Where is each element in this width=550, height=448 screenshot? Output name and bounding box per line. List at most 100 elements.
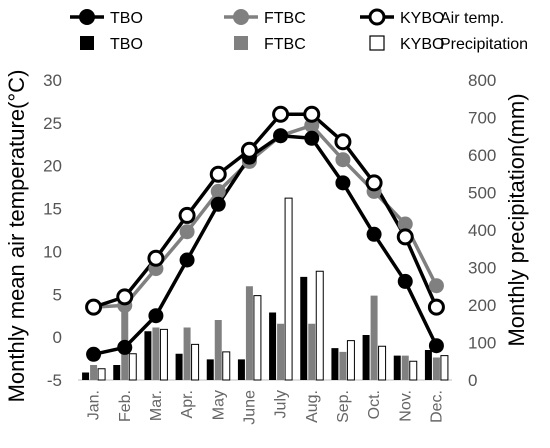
left-tick-label: 15 [43, 200, 62, 219]
precip-bar-ftbc [308, 323, 316, 380]
precipitation-bars [82, 197, 449, 381]
legend-label: KYBO [400, 36, 444, 53]
legend-label: KYBO [400, 10, 444, 27]
precip-bar-tbo [269, 312, 277, 380]
legend-row-label: Precipitation [440, 36, 528, 53]
legend-label: TBO [110, 36, 143, 53]
temp-marker-kybo [272, 105, 290, 123]
left-tick-label: 20 [43, 157, 62, 176]
temp-marker-kybo [209, 165, 227, 183]
temp-marker-tbo [304, 130, 320, 146]
axes: -50510152025300100200300400500600700800J… [43, 71, 496, 425]
precip-bar-ftbc [214, 320, 222, 380]
x-tick-label: July [273, 390, 290, 418]
temp-marker-ftbc [179, 224, 195, 240]
temp-marker-tbo [428, 338, 444, 354]
legend-marker-kybo [368, 8, 386, 26]
right-axis-title: Monthly precipitation(mm) [504, 93, 529, 346]
temp-marker-ftbc [428, 278, 444, 294]
precip-bar-kybo [128, 353, 137, 381]
precip-bar-ftbc [339, 351, 347, 380]
precip-bar-tbo [424, 350, 432, 380]
precip-bar-tbo [331, 348, 339, 380]
temp-marker-kybo [303, 105, 321, 123]
precip-bar-kybo [191, 343, 200, 381]
temp-line-ftbc [93, 123, 438, 309]
legend-row-label: Air temp. [440, 10, 504, 27]
temp-marker-tbo [148, 308, 164, 324]
x-tick-label: Feb. [117, 390, 134, 422]
temp-marker-kybo [427, 298, 445, 316]
right-tick-label: 700 [468, 109, 496, 128]
precip-bar-ftbc [90, 365, 98, 380]
right-tick-label: 600 [468, 146, 496, 165]
temp-marker-tbo [335, 175, 351, 191]
left-tick-label: 10 [43, 242, 62, 261]
temp-marker-tbo [397, 273, 413, 289]
legend-label: TBO [110, 10, 143, 27]
temp-marker-ftbc [210, 183, 226, 199]
right-tick-label: 100 [468, 334, 496, 353]
temp-marker-kybo [85, 298, 103, 316]
precip-bar-kybo [378, 345, 387, 381]
temp-marker-kybo [240, 141, 258, 159]
right-tick-label: 0 [468, 371, 477, 390]
legend-label: FTBC [264, 36, 306, 53]
temp-marker-tbo [86, 346, 102, 362]
temp-marker-tbo [210, 196, 226, 212]
temp-marker-tbo [117, 339, 133, 355]
precip-bar-kybo [97, 368, 106, 381]
right-tick-label: 800 [468, 71, 496, 90]
left-tick-label: -5 [47, 371, 62, 390]
temp-marker-kybo [147, 249, 165, 267]
precip-bar-tbo [144, 331, 152, 380]
temp-marker-kybo [334, 133, 352, 151]
temp-marker-tbo [273, 128, 289, 144]
precip-bar-kybo [253, 295, 262, 381]
temp-marker-ftbc [335, 152, 351, 168]
precip-bar-kybo [440, 355, 449, 381]
precip-bar-ftbc [245, 286, 253, 380]
precip-bar-ftbc [152, 327, 160, 380]
temp-marker-tbo [366, 226, 382, 242]
x-tick-label: Jan. [86, 390, 103, 420]
right-tick-label: 200 [468, 296, 496, 315]
precip-bar-kybo [346, 340, 355, 381]
precip-bar-tbo [393, 355, 401, 380]
left-tick-label: 0 [53, 328, 62, 347]
precip-bar-tbo [237, 359, 245, 380]
precip-bar-tbo [82, 372, 90, 380]
precip-bar-ftbc [432, 357, 440, 380]
precip-bar-ftbc [370, 295, 378, 380]
left-axis-title: Monthly mean air temperature(°C) [4, 70, 29, 403]
temp-marker-ftbc [397, 216, 413, 232]
precip-bar-ftbc [401, 355, 409, 380]
temp-line-kybo [93, 112, 439, 309]
precip-bar-kybo [315, 270, 324, 381]
temp-marker-kybo [178, 206, 196, 224]
precip-bar-tbo [175, 353, 183, 380]
x-tick-label: Apr. [179, 390, 196, 418]
x-tick-label: May [210, 390, 227, 420]
precip-bar-tbo [300, 276, 308, 380]
precip-bar-kybo [409, 360, 418, 381]
legend-swatch-tbo [80, 36, 94, 50]
x-tick-label: Aug. [304, 390, 321, 423]
precip-bar-kybo [284, 197, 293, 381]
legend-swatch-ftbc [234, 36, 248, 50]
precip-bar-tbo [362, 335, 370, 380]
right-tick-label: 500 [468, 184, 496, 203]
legend-label: FTBC [264, 10, 306, 27]
left-tick-label: 25 [43, 114, 62, 133]
temp-marker-tbo [179, 252, 195, 268]
x-tick-label: Sep. [335, 390, 352, 423]
legend-swatch-kybo [369, 35, 385, 51]
precip-bar-tbo [113, 365, 121, 380]
temp-marker-kybo [365, 174, 383, 192]
precip-bar-tbo [206, 359, 214, 380]
precip-bar-ftbc [277, 323, 285, 380]
x-tick-label: Nov. [397, 390, 414, 422]
x-tick-label: Dec. [428, 390, 445, 423]
